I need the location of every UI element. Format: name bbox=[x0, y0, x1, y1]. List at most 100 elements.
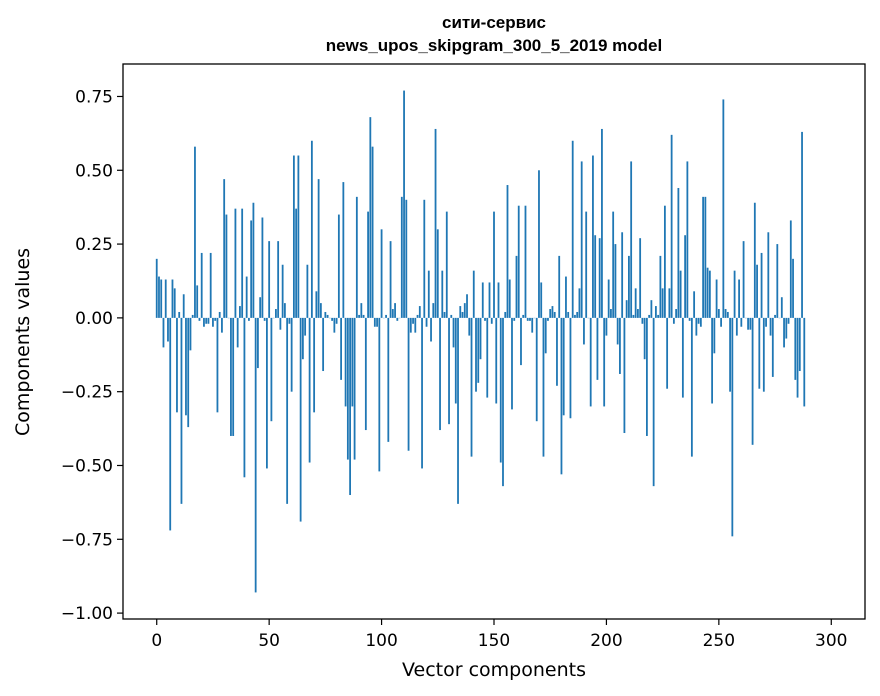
bar bbox=[394, 303, 396, 318]
bar bbox=[409, 317, 412, 333]
bar bbox=[367, 211, 369, 318]
bar bbox=[634, 288, 637, 318]
bar bbox=[319, 303, 322, 318]
bar bbox=[301, 317, 304, 360]
bar bbox=[306, 264, 309, 318]
bar bbox=[607, 279, 610, 318]
bar bbox=[292, 155, 295, 318]
bar bbox=[517, 205, 520, 318]
bar bbox=[502, 317, 504, 487]
bar bbox=[362, 314, 365, 318]
bar bbox=[317, 179, 320, 318]
bar bbox=[576, 311, 579, 318]
bar bbox=[511, 317, 513, 410]
bar bbox=[785, 317, 788, 339]
bar bbox=[187, 317, 190, 428]
bar bbox=[180, 317, 183, 504]
bar bbox=[735, 317, 738, 336]
bar bbox=[414, 317, 417, 333]
bar bbox=[326, 314, 329, 318]
bar bbox=[270, 317, 273, 422]
bar bbox=[780, 297, 783, 318]
bar bbox=[470, 317, 473, 457]
bar bbox=[396, 317, 399, 321]
bar bbox=[558, 255, 561, 318]
bar bbox=[295, 208, 298, 318]
bar bbox=[488, 282, 491, 318]
bar bbox=[205, 317, 208, 324]
bar bbox=[598, 238, 601, 318]
bar bbox=[538, 170, 540, 318]
bar bbox=[499, 317, 502, 463]
bar bbox=[612, 211, 615, 318]
bar bbox=[668, 288, 671, 318]
bar bbox=[580, 161, 583, 318]
bar bbox=[650, 300, 653, 318]
bar bbox=[574, 314, 576, 318]
bar bbox=[803, 317, 806, 407]
bar bbox=[553, 311, 556, 318]
bar bbox=[562, 317, 565, 416]
bar bbox=[275, 309, 277, 318]
bar bbox=[450, 314, 453, 318]
bar bbox=[774, 314, 776, 318]
bar bbox=[475, 317, 477, 392]
bar bbox=[711, 317, 713, 404]
bar bbox=[697, 317, 700, 324]
bar bbox=[504, 311, 507, 318]
bar bbox=[603, 317, 606, 407]
bar bbox=[506, 185, 509, 318]
bar bbox=[351, 317, 354, 407]
bar bbox=[162, 317, 165, 348]
bar bbox=[690, 317, 693, 457]
bar bbox=[290, 317, 293, 392]
bar bbox=[628, 255, 630, 318]
bar bbox=[632, 314, 635, 318]
bar bbox=[493, 211, 495, 318]
bar bbox=[663, 205, 666, 318]
bar bbox=[421, 317, 423, 469]
bar bbox=[185, 317, 187, 416]
bar bbox=[508, 279, 511, 318]
bar bbox=[443, 311, 446, 318]
bar bbox=[223, 179, 226, 318]
bar bbox=[684, 235, 687, 318]
bar bbox=[753, 202, 756, 318]
chart-subtitle: news_upos_skipgram_300_5_2019 model bbox=[326, 36, 662, 55]
bar bbox=[765, 317, 767, 327]
bar bbox=[468, 317, 471, 336]
bar bbox=[400, 196, 403, 318]
bar bbox=[720, 317, 722, 327]
bar bbox=[490, 317, 493, 324]
bar bbox=[371, 146, 374, 318]
bar bbox=[434, 128, 437, 318]
bar bbox=[324, 311, 327, 318]
bar bbox=[436, 229, 439, 318]
bar bbox=[430, 317, 432, 342]
bar bbox=[569, 317, 572, 419]
bar bbox=[560, 317, 563, 475]
bar bbox=[194, 146, 196, 318]
bar bbox=[526, 317, 529, 321]
bar bbox=[637, 309, 639, 318]
bar bbox=[389, 241, 392, 318]
bar bbox=[675, 309, 678, 318]
bar bbox=[232, 317, 235, 436]
bar bbox=[331, 317, 334, 321]
bar bbox=[427, 270, 430, 318]
bar bbox=[740, 317, 743, 327]
bar bbox=[479, 317, 482, 360]
bar bbox=[643, 317, 646, 360]
bar bbox=[767, 232, 770, 318]
bar bbox=[313, 317, 316, 413]
bar bbox=[798, 317, 801, 372]
bar bbox=[297, 155, 300, 318]
bar bbox=[623, 317, 626, 434]
bar bbox=[225, 214, 228, 318]
bar bbox=[250, 220, 253, 318]
bar bbox=[463, 303, 466, 318]
bar bbox=[708, 270, 711, 318]
bar bbox=[706, 267, 709, 318]
bar bbox=[520, 317, 522, 366]
